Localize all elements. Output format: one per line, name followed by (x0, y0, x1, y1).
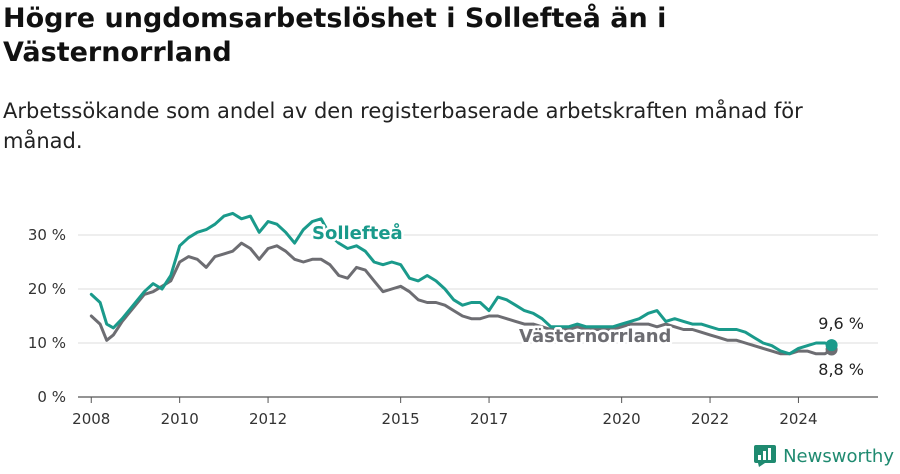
y-tick-label: 10 % (28, 334, 66, 352)
series-line-vasternorrland (89, 241, 834, 356)
series-label-solleftea: Sollefteå (312, 222, 403, 244)
y-tick-label: 20 % (28, 280, 66, 298)
end-point-solleftea (825, 339, 838, 352)
series-label-vasternorrland: Västernorrland (519, 326, 671, 347)
x-tick-label: 2008 (72, 410, 110, 428)
x-tick-label: 2020 (603, 410, 641, 428)
end-value-label-vasternorrland: 8,8 % (818, 360, 864, 379)
brand-name: Newsworthy (783, 445, 894, 467)
newsworthy-logo-icon (754, 445, 777, 467)
brand-footer: Newsworthy (753, 444, 894, 468)
x-tick-label: 2015 (382, 410, 420, 428)
x-tick-label: 2024 (779, 410, 817, 428)
chart-title: Högre ungdomsarbetslöshet i Sollefteå än… (3, 3, 667, 68)
y-tick-label: 30 % (28, 226, 66, 244)
series-line-solleftea (89, 211, 834, 356)
x-tick-label: 2017 (470, 410, 508, 428)
x-tick-label: 2012 (249, 410, 287, 428)
x-tick-label: 2010 (161, 410, 199, 428)
end-value-label-solleftea: 9,6 % (818, 314, 864, 333)
y-tick-label: 0 % (37, 388, 66, 406)
x-tick-label: 2022 (691, 410, 729, 428)
chart-subtitle: Arbetssökande som andel av den registerb… (3, 99, 803, 153)
